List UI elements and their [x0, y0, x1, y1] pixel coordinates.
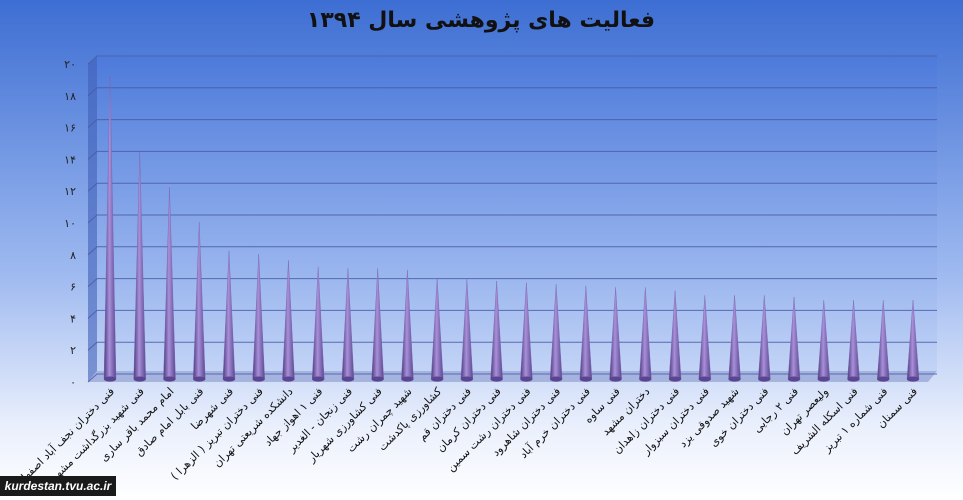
y-tick-label: ۱۸: [64, 90, 76, 103]
bar-base: [728, 376, 741, 382]
bar: [698, 295, 712, 382]
bar-base: [163, 376, 176, 382]
grid-lines: [87, 55, 937, 383]
grid-line: [87, 214, 937, 224]
bar: [133, 152, 146, 382]
bar: [371, 268, 384, 382]
bar-base: [341, 376, 354, 382]
bar: [579, 285, 593, 382]
y-tick-label: ۴: [70, 312, 76, 325]
bar: [252, 253, 265, 382]
bar: [787, 296, 801, 382]
y-tick-label: ۲: [70, 344, 76, 357]
bar-base: [312, 376, 325, 382]
bar-base: [847, 376, 860, 382]
y-tick-label: ۱۲: [64, 185, 76, 198]
bar-base: [460, 376, 473, 382]
bar: [490, 280, 503, 382]
bar-base: [788, 376, 801, 382]
bar-base: [579, 376, 592, 382]
y-tick-label: ۱۴: [64, 153, 76, 166]
bar-base: [877, 376, 890, 382]
bar-base: [133, 376, 146, 382]
watermark-text: kurdestan.tvu.ac.ir: [5, 479, 113, 493]
bar: [549, 284, 563, 382]
y-tick-label: ۸: [70, 249, 76, 262]
bar: [906, 300, 920, 382]
bar: [668, 290, 682, 382]
y-tick-label: ۶: [70, 281, 76, 294]
grid-line: [87, 182, 937, 192]
bars: [103, 75, 920, 382]
grid-line: [87, 150, 937, 160]
bar-base: [193, 376, 206, 382]
y-tick-label: ۱۶: [64, 122, 76, 135]
y-axis: ۰ ۲ ۴ ۶ ۸ ۱۰ ۱۲ ۱۴ ۱۶ ۱۸ ۲۰: [64, 58, 76, 389]
bar: [103, 75, 117, 382]
bar-base: [431, 376, 444, 382]
bar-base: [758, 376, 771, 382]
bar-base: [401, 376, 414, 382]
plot-back-wall: [97, 57, 937, 371]
bar-base: [669, 376, 682, 382]
bar-base: [104, 376, 116, 382]
y-tick-label: ۲۰: [64, 58, 76, 71]
bar: [430, 277, 444, 382]
bar-base: [252, 376, 265, 382]
grid-line: [87, 55, 937, 65]
bar: [311, 266, 325, 382]
bar-base: [639, 376, 652, 382]
bar-base: [520, 376, 533, 382]
bar-base: [550, 376, 563, 382]
bar: [728, 295, 741, 382]
y-tick-label: ۰: [70, 376, 76, 389]
grid-line: [87, 87, 937, 97]
watermark-background: [0, 476, 116, 496]
bar-base: [282, 376, 295, 382]
bar: [163, 187, 176, 382]
bar-base: [371, 376, 384, 382]
bar-base: [490, 376, 503, 382]
bar: [341, 268, 355, 382]
bar: [758, 295, 771, 382]
bar-base: [817, 376, 830, 382]
bar: [193, 222, 206, 382]
bar: [282, 260, 295, 382]
grid-line: [87, 373, 937, 383]
grid-line: [87, 341, 937, 351]
bar: [460, 279, 474, 382]
bar: [847, 300, 860, 382]
bar-base: [609, 376, 622, 382]
grid-line: [87, 246, 937, 256]
bar: [401, 269, 414, 382]
grid-line: [87, 309, 937, 319]
bar-base: [698, 376, 711, 382]
grid-line: [87, 278, 937, 287]
plot-floor: [88, 371, 937, 382]
bar: [817, 300, 830, 382]
bar-base: [907, 376, 919, 382]
bar: [520, 282, 533, 382]
bar: [639, 287, 652, 382]
watermark: kurdestan.tvu.ac.ir: [0, 476, 116, 496]
y-tick-label: ۱۰: [64, 217, 76, 230]
grid-line: [87, 119, 937, 128]
bar: [877, 300, 890, 382]
bar-base: [222, 376, 235, 382]
bar: [609, 287, 622, 382]
bar: [222, 250, 236, 382]
chart-title: فعالیت های پژوهشی سال ۱۳۹۴: [307, 8, 655, 33]
